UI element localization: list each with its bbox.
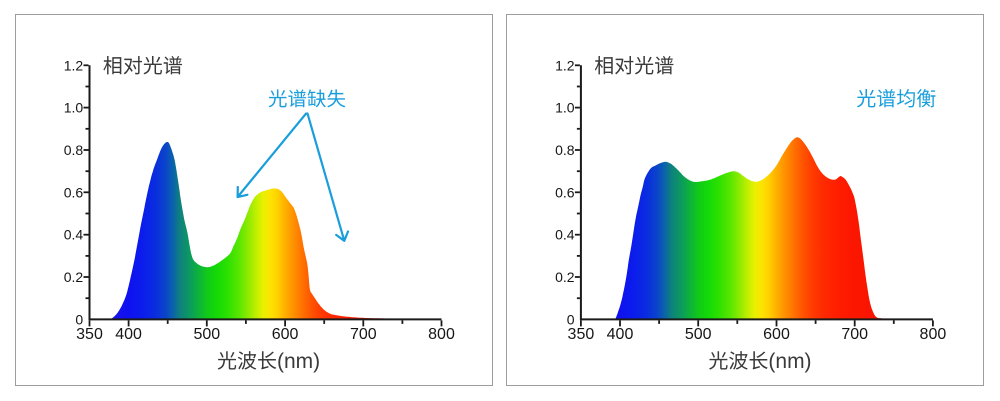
svg-text:500: 500: [193, 326, 220, 343]
svg-text:500: 500: [685, 326, 712, 343]
svg-text:400: 400: [607, 326, 634, 343]
svg-text:600: 600: [272, 326, 299, 343]
svg-text:0.6: 0.6: [64, 184, 84, 200]
svg-text:0.8: 0.8: [555, 142, 575, 158]
svg-text:1.2: 1.2: [555, 57, 575, 73]
svg-text:0.4: 0.4: [555, 227, 575, 243]
svg-text:800: 800: [920, 326, 947, 343]
svg-text:700: 700: [841, 326, 868, 343]
svg-text:(nm): (nm): [768, 350, 811, 373]
svg-text:1.2: 1.2: [64, 57, 84, 73]
svg-text:350: 350: [568, 326, 595, 343]
svg-text:1.0: 1.0: [555, 100, 575, 116]
svg-text:0.2: 0.2: [555, 269, 575, 285]
svg-text:400: 400: [115, 326, 142, 343]
svg-text:800: 800: [428, 326, 455, 343]
svg-text:0: 0: [567, 311, 575, 327]
svg-text:(nm): (nm): [277, 350, 320, 373]
svg-text:1.0: 1.0: [64, 100, 84, 116]
svg-text:0.6: 0.6: [555, 184, 575, 200]
svg-text:0.8: 0.8: [64, 142, 84, 158]
svg-text:700: 700: [350, 326, 377, 343]
svg-text:350: 350: [76, 326, 103, 343]
svg-text:0.4: 0.4: [64, 227, 84, 243]
svg-text:0.2: 0.2: [64, 269, 84, 285]
svg-text:600: 600: [763, 326, 790, 343]
svg-text:0: 0: [75, 311, 83, 327]
